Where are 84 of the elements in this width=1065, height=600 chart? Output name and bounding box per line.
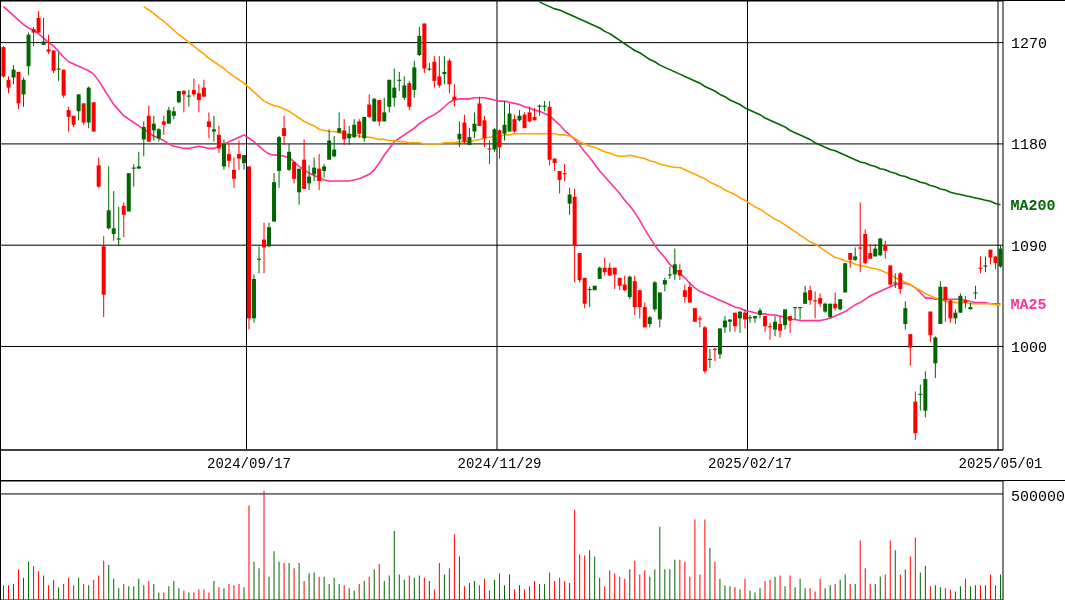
series-label: MA25 [1010, 296, 1047, 314]
candlestick [497, 128, 502, 160]
series-label: MA200 [1010, 197, 1056, 215]
candlestick [998, 244, 1003, 269]
candlestick [407, 80, 412, 111]
candlestick [943, 286, 948, 323]
candlestick [677, 263, 682, 281]
candlestick [788, 315, 793, 334]
candlestick [161, 115, 166, 136]
candlestick [462, 114, 467, 145]
candlestick [236, 140, 241, 171]
candlestick [928, 311, 933, 343]
candlestick [241, 154, 246, 171]
candlestick [803, 285, 808, 305]
candlestick [447, 57, 452, 94]
candlestick [21, 77, 26, 108]
candlestick [898, 271, 903, 295]
candlestick [337, 111, 342, 134]
y-tick-label: 1000 [1011, 339, 1048, 357]
candlestick [317, 153, 322, 191]
candlestick [362, 116, 367, 143]
candlestick [216, 125, 221, 154]
candlestick [778, 315, 783, 338]
candlestick [687, 281, 692, 304]
candlestick [727, 318, 732, 333]
x-tick-label: 2025/02/17 [707, 455, 792, 472]
candlestick [367, 93, 372, 119]
candlestick [226, 143, 231, 169]
candlestick [958, 293, 963, 314]
candlestick [116, 206, 121, 247]
y-tick-label: 1090 [1011, 238, 1048, 256]
candlestick [627, 275, 632, 300]
candlestick [883, 240, 888, 260]
candlestick [221, 138, 226, 171]
candlestick [106, 165, 111, 230]
candlestick [377, 99, 382, 127]
candlestick [858, 201, 863, 273]
candlestick [402, 75, 407, 101]
candlestick [507, 102, 512, 133]
x-tick-label: 2024/11/29 [457, 455, 542, 472]
candlestick [11, 64, 16, 85]
candlestick [111, 190, 116, 242]
y-tick-label: 1270 [1011, 35, 1048, 53]
candlestick [357, 118, 362, 139]
candlestick [567, 187, 572, 216]
candlestick [231, 156, 236, 189]
candlestick [121, 201, 126, 238]
candlestick [808, 285, 813, 306]
y-tick-label: 1180 [1011, 137, 1048, 155]
candlestick [492, 127, 497, 153]
candlestick [267, 222, 272, 248]
candlestick [432, 55, 437, 89]
candlestick [297, 168, 302, 206]
candlestick [211, 115, 216, 143]
candlestick [783, 308, 788, 331]
candlestick [206, 111, 211, 139]
x-tick-label: 2024/09/17 [206, 455, 291, 472]
candlestick [903, 300, 908, 331]
candlestick [201, 79, 206, 98]
candlestick [282, 115, 287, 146]
candlestick [412, 60, 417, 99]
candlestick [417, 26, 422, 57]
candlestick [672, 248, 677, 281]
candlestick [96, 156, 101, 189]
candlestick [327, 128, 332, 161]
candlestick [908, 333, 913, 367]
candlestick [141, 120, 146, 157]
y-tick-label: 500000 [1011, 489, 1065, 507]
candlestick [948, 299, 953, 324]
candlestick [487, 140, 492, 165]
candlestick [773, 315, 778, 337]
candlestick [472, 111, 477, 139]
candlestick [36, 10, 41, 34]
candlestick [81, 102, 86, 126]
x-tick-label: 2025/05/01 [958, 455, 1043, 472]
candlestick [642, 302, 647, 328]
candlestick [76, 93, 81, 121]
candlestick [512, 114, 517, 134]
line-series [538, 1, 1002, 206]
candlestick [322, 163, 327, 179]
candlestick [758, 307, 763, 319]
candlestick [342, 118, 347, 146]
candlestick [287, 143, 292, 172]
candlestick [888, 264, 893, 287]
